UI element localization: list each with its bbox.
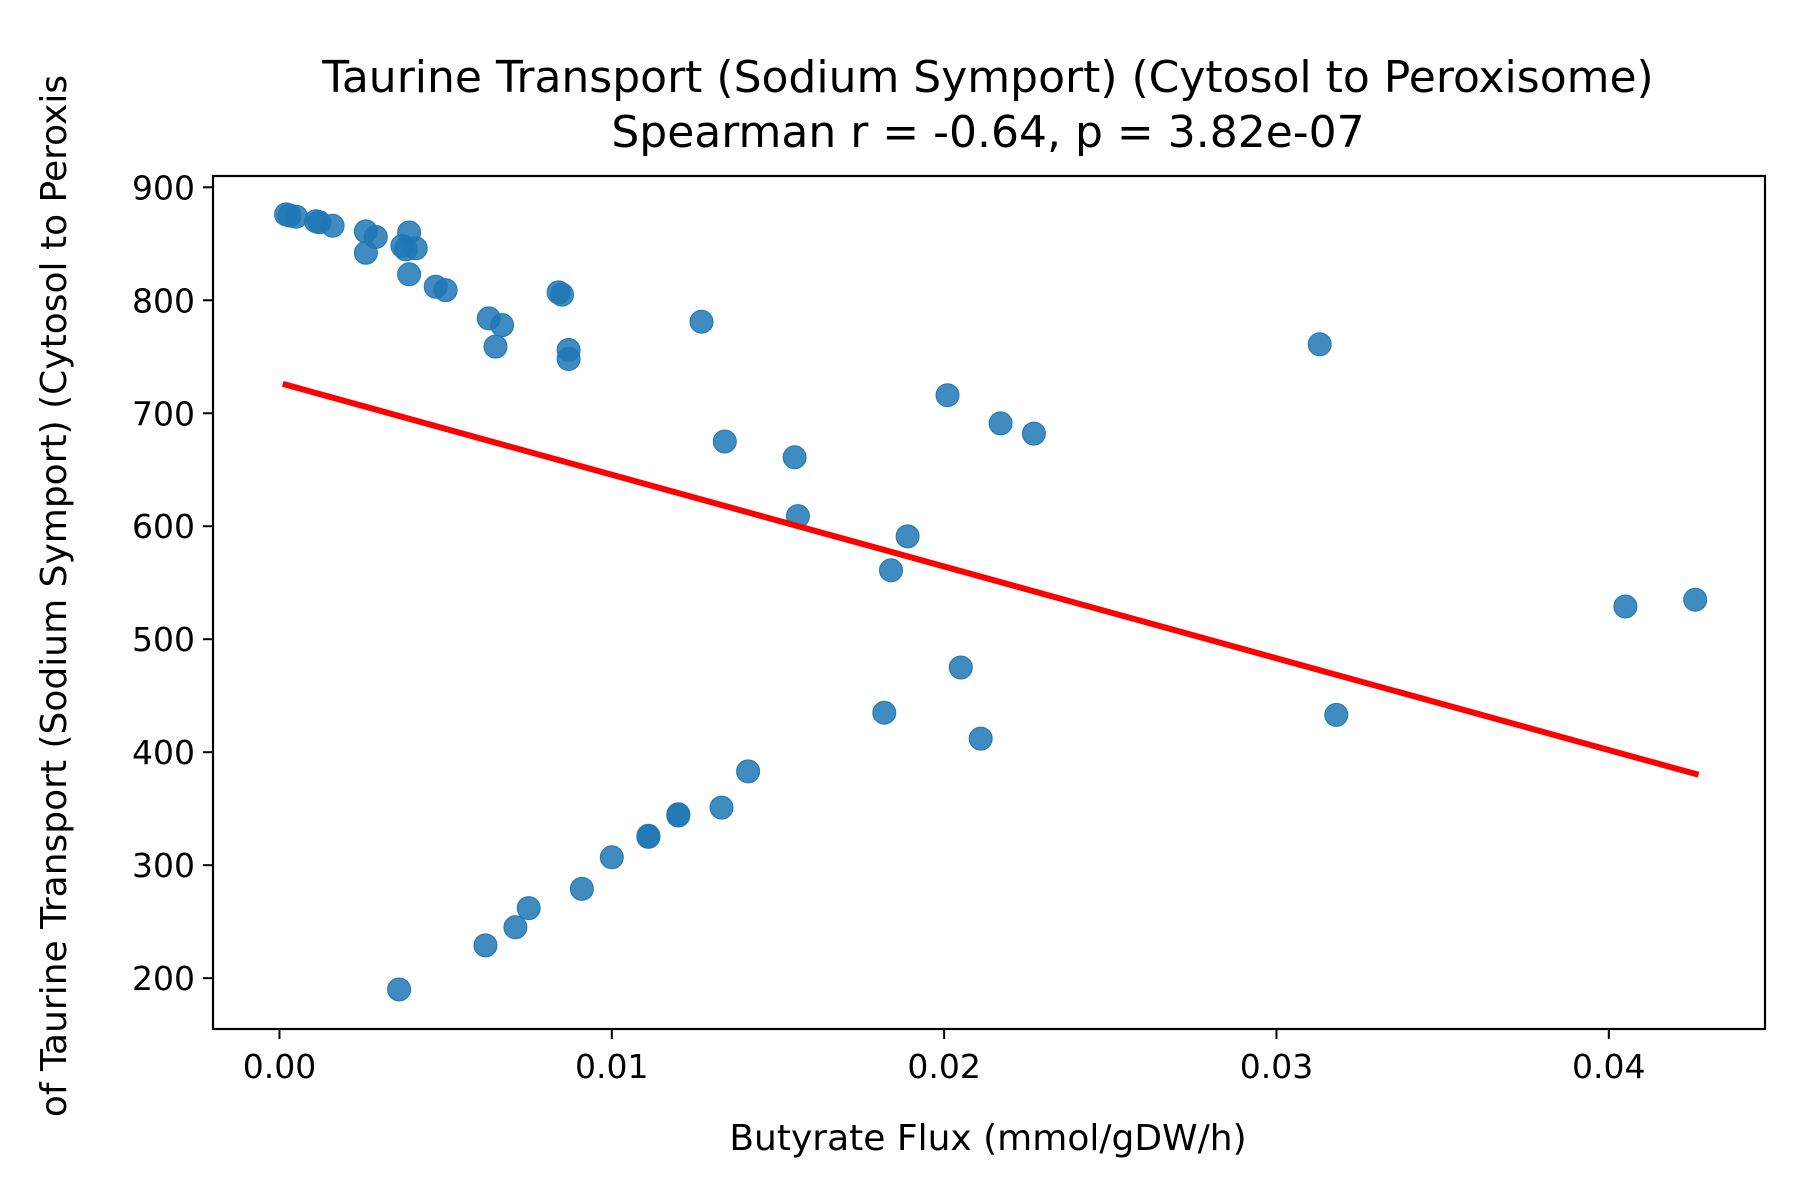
x-axis-label: Butyrate Flux (mmol/gDW/h) (729, 1118, 1246, 1159)
plot-area (274, 202, 1708, 1002)
data-point-32 (1021, 421, 1046, 446)
data-point-26 (782, 445, 807, 470)
data-point-38 (872, 700, 897, 725)
data-point-13 (393, 237, 418, 262)
data-point-9 (353, 240, 378, 265)
data-point-31 (988, 411, 1013, 436)
data-point-39 (968, 726, 993, 751)
data-point-23 (556, 347, 581, 371)
x-tick-label: 0.01 (575, 1047, 648, 1086)
data-point-6 (320, 213, 345, 238)
data-point-30 (935, 383, 960, 408)
x-tick-label: 0.04 (1572, 1047, 1645, 1086)
y-tick-label: 500 (132, 620, 195, 659)
y-axis-label: of Taurine Transport (Sodium Symport) (C… (34, 75, 75, 1117)
data-point-43 (666, 803, 691, 828)
data-point-48 (516, 896, 541, 921)
data-point-37 (948, 655, 973, 680)
y-tick-label: 200 (132, 959, 195, 998)
data-point-24 (689, 309, 714, 334)
y-tick-label: 900 (132, 168, 195, 207)
data-point-16 (433, 278, 458, 303)
data-point-36 (1324, 702, 1349, 727)
data-points (274, 202, 1708, 1002)
data-point-41 (709, 795, 734, 820)
data-point-29 (879, 558, 903, 583)
data-point-25 (712, 429, 737, 454)
y-tick-label: 800 (132, 281, 195, 320)
data-point-33 (1307, 332, 1332, 357)
y-tick-label: 600 (132, 507, 195, 546)
trend-line (281, 380, 1700, 778)
data-point-3 (284, 204, 309, 229)
data-point-40 (736, 759, 761, 784)
data-point-46 (599, 845, 624, 870)
plot-frame (211, 174, 1767, 1031)
data-point-45 (636, 824, 661, 849)
chart-title: Taurine Transport (Sodium Symport) (Cyto… (321, 52, 1653, 103)
x-tick-label: 0.03 (1240, 1047, 1313, 1086)
data-point-19 (483, 334, 508, 359)
y-tick-label: 400 (132, 733, 195, 772)
data-point-21 (550, 282, 574, 307)
x-tick-label: 0.02 (907, 1047, 980, 1086)
x-tick-label: 0.00 (243, 1047, 316, 1086)
data-point-51 (387, 977, 412, 1002)
chart-subtitle: Spearman r = -0.64, p = 3.82e-07 (611, 107, 1364, 158)
data-point-50 (473, 933, 498, 958)
data-point-28 (895, 524, 920, 549)
data-point-49 (503, 915, 528, 940)
data-point-35 (1683, 587, 1708, 612)
y-tick-label: 300 (132, 846, 195, 885)
data-point-34 (1613, 594, 1638, 619)
x-axis: 0.00 0.01 0.02 0.03 0.04 (243, 1029, 1646, 1086)
data-point-14 (397, 262, 422, 287)
data-point-18 (490, 313, 515, 338)
y-tick-label: 700 (132, 394, 195, 433)
data-point-47 (569, 876, 594, 901)
y-axis: 200 300 400 500 600 700 800 900 (132, 168, 213, 998)
